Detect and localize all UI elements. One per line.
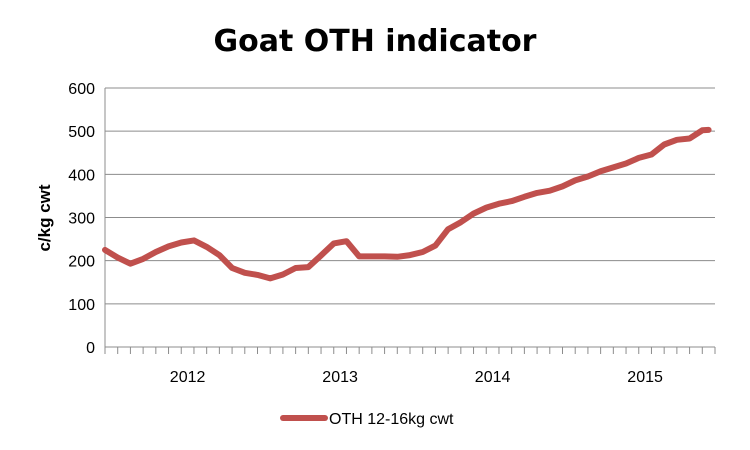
x-tick-label: 2012 (170, 369, 206, 386)
y-axis-ticks: 0 100 200 300 400 500 600 (68, 81, 95, 357)
y-tick-label: 600 (68, 81, 95, 98)
y-tick-label: 100 (68, 297, 95, 314)
x-tick-label: 2014 (475, 369, 511, 386)
x-tick-label: 2013 (322, 369, 358, 386)
chart-title: Goat OTH indicator (214, 24, 537, 59)
series-lines (102, 126, 712, 282)
gridlines (104, 87, 715, 347)
y-tick-label: 300 (68, 211, 95, 228)
legend-label: OTH 12-16kg cwt (329, 411, 454, 428)
x-axis: 2012 2013 2014 2015 (104, 346, 716, 386)
y-tick-label: 500 (68, 124, 95, 141)
y-axis-label: c/kg cwt (35, 184, 54, 251)
y-tick-label: 200 (68, 254, 95, 271)
y-tick-label: 400 (68, 167, 95, 184)
x-tick-label: 2015 (627, 369, 663, 386)
legend: OTH 12-16kg cwt (280, 411, 454, 428)
y-tick-label: 0 (86, 340, 95, 357)
series-line (102, 126, 712, 282)
